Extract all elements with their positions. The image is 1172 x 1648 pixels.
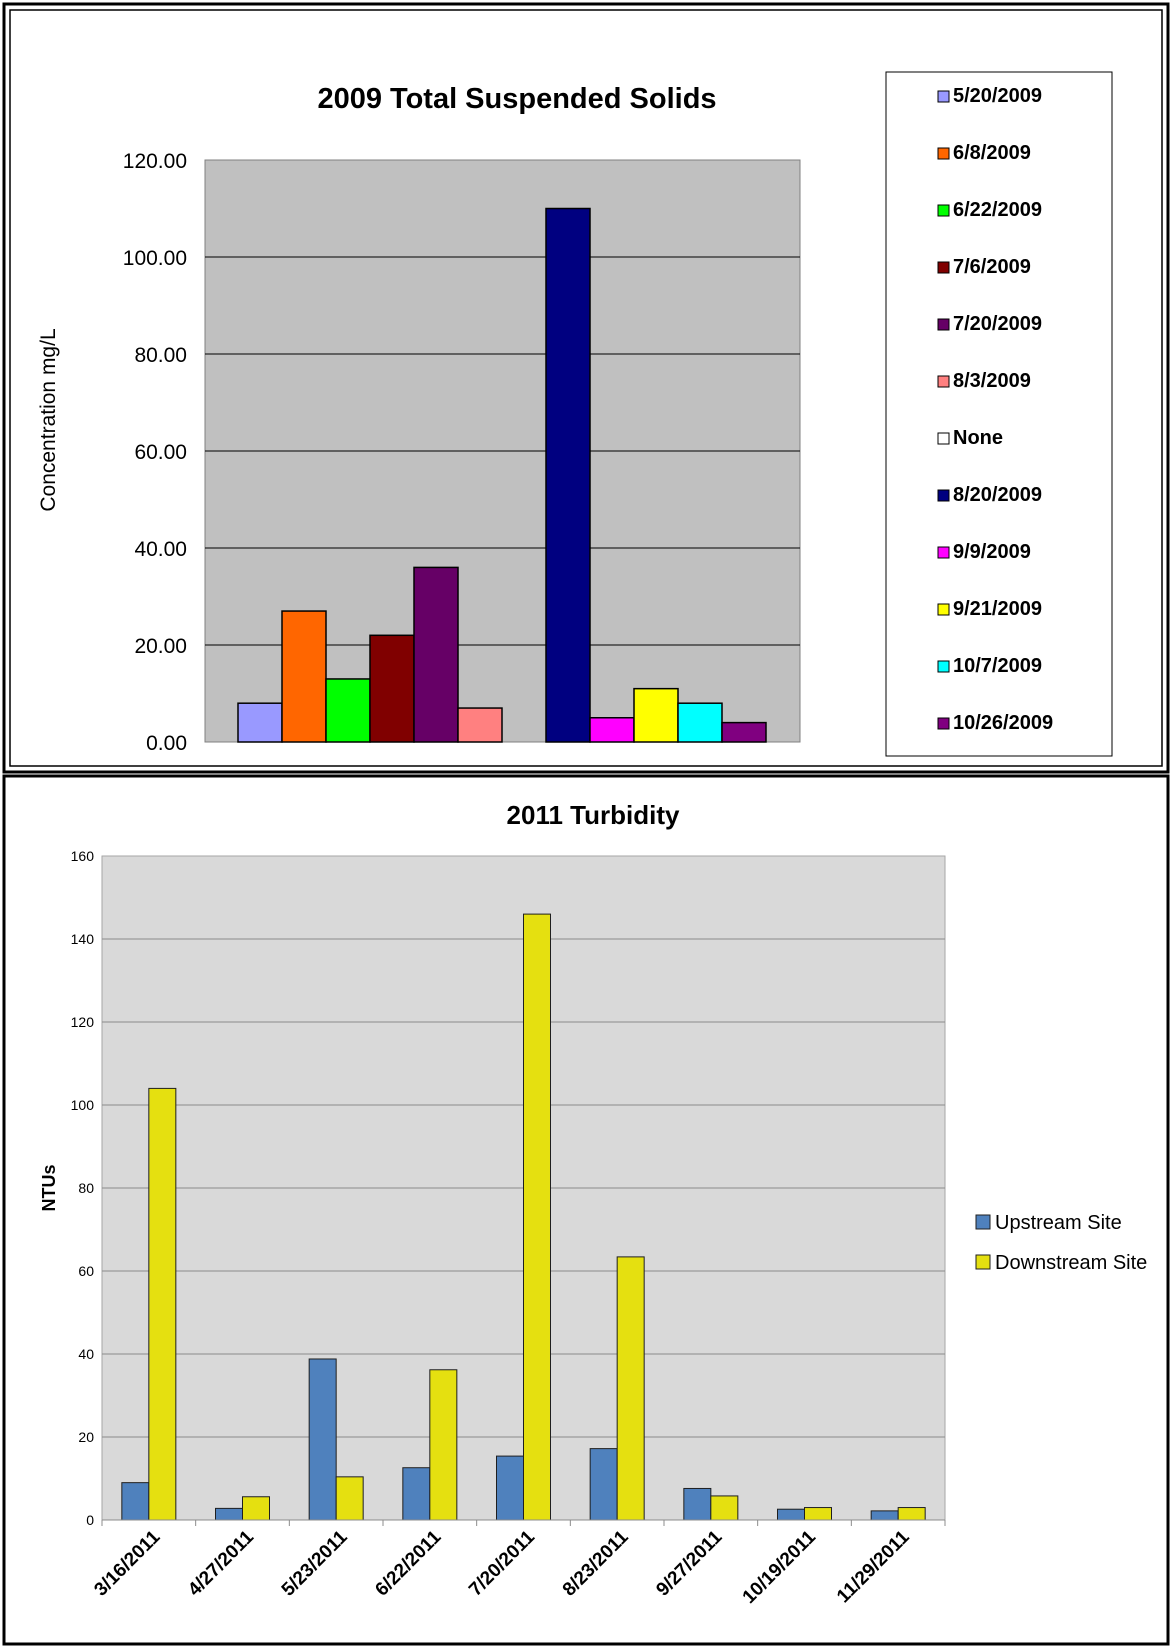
legend-swatch xyxy=(937,489,950,502)
bar-downstream xyxy=(148,1087,177,1521)
turbidity-y-tick-labels: 0 20 40 60 80 100 120 140 160 xyxy=(71,848,95,1528)
tss-legend: 5/20/2009 6/8/2009 6/22/2009 7/6/2009 7/20/2… xyxy=(937,85,1053,734)
y-tick-label: 60.00 xyxy=(134,441,187,464)
bar-8/20/2009 xyxy=(545,207,591,743)
legend-swatch xyxy=(937,375,950,388)
legend-label: 9/9/2009 xyxy=(953,541,1031,563)
y-tick-label: 120 xyxy=(71,1014,95,1030)
bar-upstream xyxy=(683,1487,712,1521)
y-tick-label: 40.00 xyxy=(134,538,187,561)
bar-10/7/2009 xyxy=(677,702,723,743)
legend-swatch xyxy=(937,660,950,673)
tss-y-tick-labels: 0.00 20.00 40.00 60.00 80.00 100.00 120.00 xyxy=(123,150,187,755)
legend-swatch xyxy=(937,90,950,103)
bar-downstream xyxy=(710,1495,739,1521)
y-tick-label: 80 xyxy=(78,1180,94,1196)
tss-chart-title: 2009 Total Suspended Solids xyxy=(317,83,716,115)
legend-label: Upstream Site xyxy=(995,1212,1122,1234)
bar-upstream xyxy=(121,1482,150,1521)
tss-chart: 2009 Total Suspended Solids 0.00 20.00 40.… xyxy=(2,2,1170,774)
y-tick-label: 100 xyxy=(71,1097,95,1113)
turbidity-chart-title: 2011 Turbidity xyxy=(507,800,680,830)
turbidity-bars xyxy=(102,913,945,1521)
legend-label: Downstream Site xyxy=(995,1252,1147,1274)
tss-bars xyxy=(237,207,767,743)
bar-downstream xyxy=(616,1256,645,1521)
legend-label: 10/26/2009 xyxy=(953,712,1053,734)
legend-swatch xyxy=(975,1214,991,1230)
turbidity-y-axis-label: NTUs xyxy=(39,1164,59,1211)
legend-label: 6/22/2009 xyxy=(953,199,1042,221)
y-tick-label: 0.00 xyxy=(146,732,187,755)
legend-swatch xyxy=(975,1254,991,1270)
legend-label: 5/20/2009 xyxy=(953,85,1042,107)
y-tick-label: 20.00 xyxy=(134,635,187,658)
y-tick-label: 60 xyxy=(78,1263,94,1279)
legend-swatch xyxy=(937,717,950,730)
tss-chart-inner-border xyxy=(9,9,1163,767)
bar-downstream xyxy=(523,913,551,1521)
turbidity-legend: Upstream Site Downstream Site xyxy=(975,1212,1147,1274)
bar-7/6/2009 xyxy=(369,634,415,743)
bar-10/26/2009 xyxy=(721,721,767,743)
bar-downstream xyxy=(429,1369,458,1521)
bar-downstream xyxy=(897,1507,926,1521)
bar-upstream xyxy=(589,1448,618,1521)
bar-upstream xyxy=(496,1455,524,1521)
bar-9/9/2009 xyxy=(589,717,635,743)
y-tick-label: 140 xyxy=(71,931,95,947)
legend-label: 9/21/2009 xyxy=(953,598,1042,620)
legend-label: 7/20/2009 xyxy=(953,313,1042,335)
legend-swatch xyxy=(937,432,950,445)
y-tick-label: 0 xyxy=(86,1512,94,1528)
bar-9/21/2009 xyxy=(633,687,679,743)
tss-legend-box xyxy=(885,71,1113,757)
bar-upstream xyxy=(215,1507,243,1521)
legend-label: 8/20/2009 xyxy=(953,484,1042,506)
bar-upstream xyxy=(870,1510,899,1521)
bar-downstream xyxy=(242,1496,270,1521)
bar-6/22/2009 xyxy=(325,678,371,743)
legend-swatch xyxy=(937,318,950,331)
legend-label: 10/7/2009 xyxy=(953,655,1042,677)
bar-8/3/2009 xyxy=(457,707,503,743)
bar-7/20/2009 xyxy=(413,566,459,743)
legend-label: 6/8/2009 xyxy=(953,142,1031,164)
legend-swatch xyxy=(937,603,950,616)
bar-6/8/2009 xyxy=(281,610,327,743)
bar-upstream xyxy=(308,1358,337,1521)
legend-swatch xyxy=(937,261,950,274)
legend-label: 8/3/2009 xyxy=(953,370,1031,392)
legend-swatch xyxy=(937,147,950,160)
y-tick-label: 40 xyxy=(78,1346,94,1362)
legend-label: None xyxy=(953,427,1003,449)
y-tick-label: 80.00 xyxy=(134,344,187,367)
bar-downstream xyxy=(804,1507,832,1521)
legend-swatch xyxy=(937,204,950,217)
y-tick-label: 160 xyxy=(71,848,95,864)
bar-upstream xyxy=(777,1508,805,1521)
legend-label: 7/6/2009 xyxy=(953,256,1031,278)
bar-5/20/2009 xyxy=(237,702,283,743)
y-tick-label: 120.00 xyxy=(123,150,187,173)
legend-swatch xyxy=(937,546,950,559)
bar-downstream xyxy=(335,1476,364,1521)
bar-upstream xyxy=(402,1467,431,1521)
tss-y-axis-label: Concentration mg/L xyxy=(37,328,60,511)
y-tick-label: 20 xyxy=(78,1429,94,1445)
y-tick-label: 100.00 xyxy=(123,247,187,270)
